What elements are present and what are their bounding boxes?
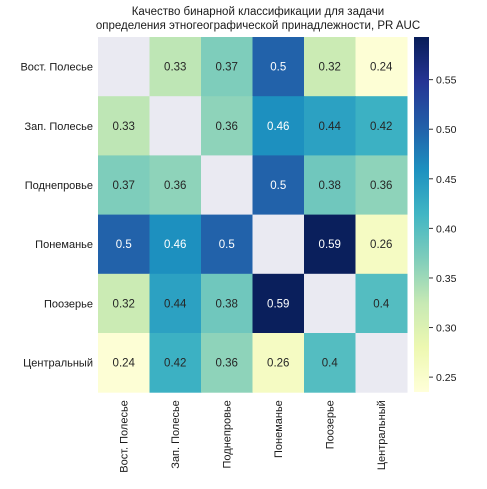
cell-value-label: 0.38 (319, 180, 341, 192)
cell-value-label: 0.32 (319, 62, 341, 74)
heatmap-cell (252, 333, 305, 393)
heatmap-cell (304, 273, 356, 334)
cell-value-label: 0.26 (370, 239, 392, 251)
cell-value-label: 0.59 (319, 239, 341, 251)
heatmap-cell (201, 333, 253, 393)
column-tick-labels: Вост. Полесье Зап. Полесье Поднепровье Поне… (119, 400, 389, 473)
row-tick-labels: Вост. Полесье Зап. Полесье Поднепровье Поне… (20, 62, 93, 370)
heatmap-cell (149, 155, 202, 216)
chart-subtitle: определения этногеографической принадлеж… (96, 20, 420, 32)
cell-value-label: 0.42 (370, 121, 392, 133)
cell-value-label: 0.33 (164, 62, 186, 74)
cell-value-label: 0.42 (164, 358, 186, 370)
heatmap-cell (201, 37, 253, 97)
row-tick-label: Поднепровье (25, 180, 93, 192)
heatmap-cell (304, 155, 356, 216)
colorbar-tick-label: 0.45 (436, 174, 457, 186)
cell-value-label: 0.5 (219, 239, 235, 251)
cell-value-label: 0.36 (216, 358, 238, 370)
heatmap-cell (201, 273, 253, 334)
cell-value-label: 0.37 (216, 62, 238, 74)
heatmap-cell (355, 37, 408, 97)
heatmap-cell (252, 273, 305, 334)
cell-value-label: 0.46 (267, 121, 289, 133)
heatmap-cells (98, 37, 408, 393)
row-tick-label: Центральный (23, 358, 93, 370)
heatmap-cell (355, 155, 408, 216)
cell-value-label: 0.36 (164, 180, 186, 192)
row-tick-label: Поозерье (44, 298, 93, 310)
cell-value-label: 0.24 (113, 358, 136, 370)
heatmap-cell (252, 96, 305, 156)
chart-title: Качество бинарной классификации для зада… (132, 6, 385, 18)
heatmap-cell (149, 273, 202, 334)
heatmap-cell (201, 155, 253, 216)
colorbar-tick-label: 0.40 (436, 223, 457, 235)
cell-value-label: 0.5 (270, 62, 286, 74)
cell-value-label: 0.5 (270, 180, 286, 192)
heatmap-cell (252, 37, 305, 97)
heatmap-cell (355, 273, 408, 334)
column-tick-label: Понеманье (273, 400, 285, 458)
heatmap-cell (355, 214, 408, 275)
heatmap-cell (304, 96, 356, 156)
cell-value-label: 0.4 (322, 358, 339, 370)
row-tick-label: Понеманье (35, 239, 93, 251)
colorbar-tick-label: 0.30 (436, 323, 457, 335)
heatmap-cell (98, 37, 150, 97)
cell-value-label: 0.26 (267, 358, 289, 370)
colorbar-tick-label: 0.55 (436, 75, 457, 87)
cell-value-label: 0.38 (216, 298, 238, 310)
cell-value-label: 0.36 (216, 121, 238, 133)
colorbar (414, 37, 429, 392)
cell-value-label: 0.46 (164, 239, 186, 251)
cell-value-label: 0.37 (113, 180, 135, 192)
heatmap-cell (149, 37, 202, 97)
colorbar-ticks: 0.25 0.30 0.35 0.40 0.45 0.50 0.55 (429, 75, 457, 384)
column-tick-label: Центральный (376, 400, 388, 470)
colorbar-tick-label: 0.50 (436, 124, 457, 136)
heatmap-cell (355, 96, 408, 156)
cell-value-label: 0.24 (370, 62, 393, 74)
heatmap-cell (201, 96, 253, 156)
cell-value-label: 0.36 (370, 180, 392, 192)
row-tick-label: Зап. Полесье (25, 121, 94, 133)
heatmap-cell (98, 155, 150, 216)
heatmap-cell (98, 333, 150, 393)
heatmap-cell (201, 214, 253, 275)
heatmap-cell (149, 333, 202, 393)
cell-value-label: 0.5 (116, 239, 132, 251)
heatmap-cell (149, 214, 202, 275)
row-tick-label: Вост. Полесье (20, 62, 93, 74)
heatmap-cell (355, 333, 408, 393)
heatmap-cell (252, 214, 305, 275)
heatmap-cell (304, 333, 356, 393)
heatmap-cell (98, 273, 150, 334)
column-tick-label: Зап. Полесье (170, 400, 182, 469)
cell-value-label: 0.4 (373, 298, 390, 310)
cell-value-label: 0.44 (164, 298, 187, 310)
column-tick-label: Поднепровье (222, 400, 234, 468)
colorbar-tick-label: 0.25 (436, 372, 457, 384)
heatmap-cell (304, 37, 356, 97)
cell-value-label: 0.59 (267, 298, 289, 310)
heatmap-cell-labels: 0.33 0.37 0.5 0.32 0.24 0.33 0.36 0.46 0.44 0.42 0… (113, 62, 393, 370)
heatmap-cell (252, 155, 305, 216)
cell-value-label: 0.32 (113, 298, 135, 310)
heatmap-cell (304, 214, 356, 275)
heatmap-cell (149, 96, 202, 156)
heatmap-cell (98, 214, 150, 275)
cell-value-label: 0.33 (113, 121, 135, 133)
column-tick-label: Вост. Полесье (119, 400, 131, 473)
colorbar-tick-label: 0.35 (436, 273, 457, 285)
cell-value-label: 0.44 (319, 121, 342, 133)
column-tick-label: Поозерье (325, 400, 337, 449)
heatmap-cell (98, 96, 150, 156)
